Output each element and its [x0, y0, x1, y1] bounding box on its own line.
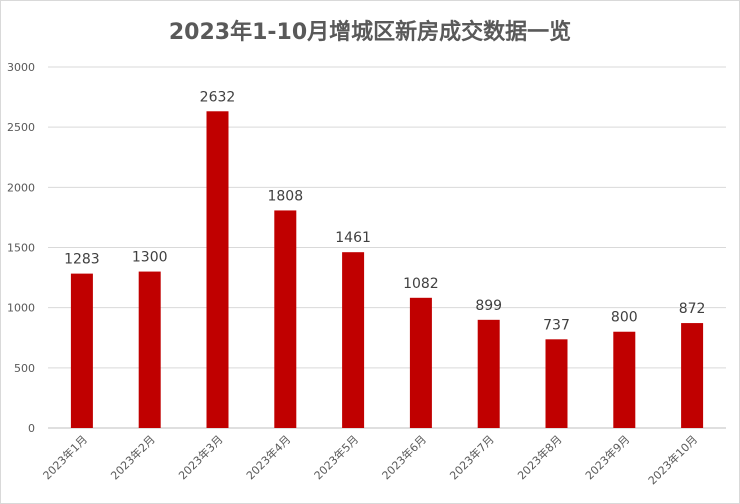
x-axis: 2023年1月 2023年2月 2023年3月 2023年4月 2023年5月 2023年…	[40, 432, 700, 487]
chart-title: 2023年1-10月增城区新房成交数据一览	[168, 20, 572, 45]
data-label: 1808	[267, 188, 303, 204]
data-label: 1461	[335, 230, 371, 246]
data-label: 872	[679, 301, 706, 317]
x-tick-label: 2023年10月	[645, 432, 700, 487]
bars	[70, 111, 704, 429]
y-axis: 0 500 1000 1500 2000 2500 3000	[7, 61, 35, 435]
data-label: 1283	[64, 252, 100, 268]
y-tick-label: 3000	[7, 61, 35, 74]
bar	[138, 271, 161, 428]
bar	[409, 297, 432, 428]
y-tick-label: 2000	[7, 181, 35, 194]
data-label: 2632	[200, 89, 236, 105]
data-label: 737	[543, 317, 570, 333]
x-tick-label: 2023年1月	[40, 432, 90, 482]
bar	[477, 319, 500, 428]
data-labels: 1283 1300 2632 1808 1461 1082 899 737 800 872	[64, 89, 705, 333]
bar	[681, 323, 704, 428]
x-tick-label: 2023年2月	[108, 432, 158, 482]
bar	[545, 339, 568, 428]
y-tick-label: 1000	[7, 302, 35, 315]
x-tick-label: 2023年9月	[582, 432, 632, 482]
bar	[206, 111, 229, 429]
y-tick-label: 0	[28, 422, 35, 435]
data-label: 800	[611, 310, 638, 326]
data-label: 1082	[403, 276, 439, 292]
x-tick-label: 2023年5月	[311, 432, 361, 482]
data-label: 899	[475, 298, 502, 314]
bar	[70, 273, 93, 428]
x-tick-label: 2023年3月	[175, 432, 225, 482]
bar	[274, 210, 297, 428]
y-tick-label: 500	[14, 362, 35, 375]
bar	[613, 331, 636, 428]
gridlines	[48, 66, 726, 429]
x-tick-label: 2023年7月	[447, 432, 497, 482]
x-tick-label: 2023年8月	[514, 432, 564, 482]
x-tick-label: 2023年4月	[243, 432, 293, 482]
y-tick-label: 2500	[7, 121, 35, 134]
bar	[342, 252, 365, 428]
x-tick-label: 2023年6月	[379, 432, 429, 482]
data-label: 1300	[132, 250, 168, 266]
y-tick-label: 1500	[7, 242, 35, 255]
